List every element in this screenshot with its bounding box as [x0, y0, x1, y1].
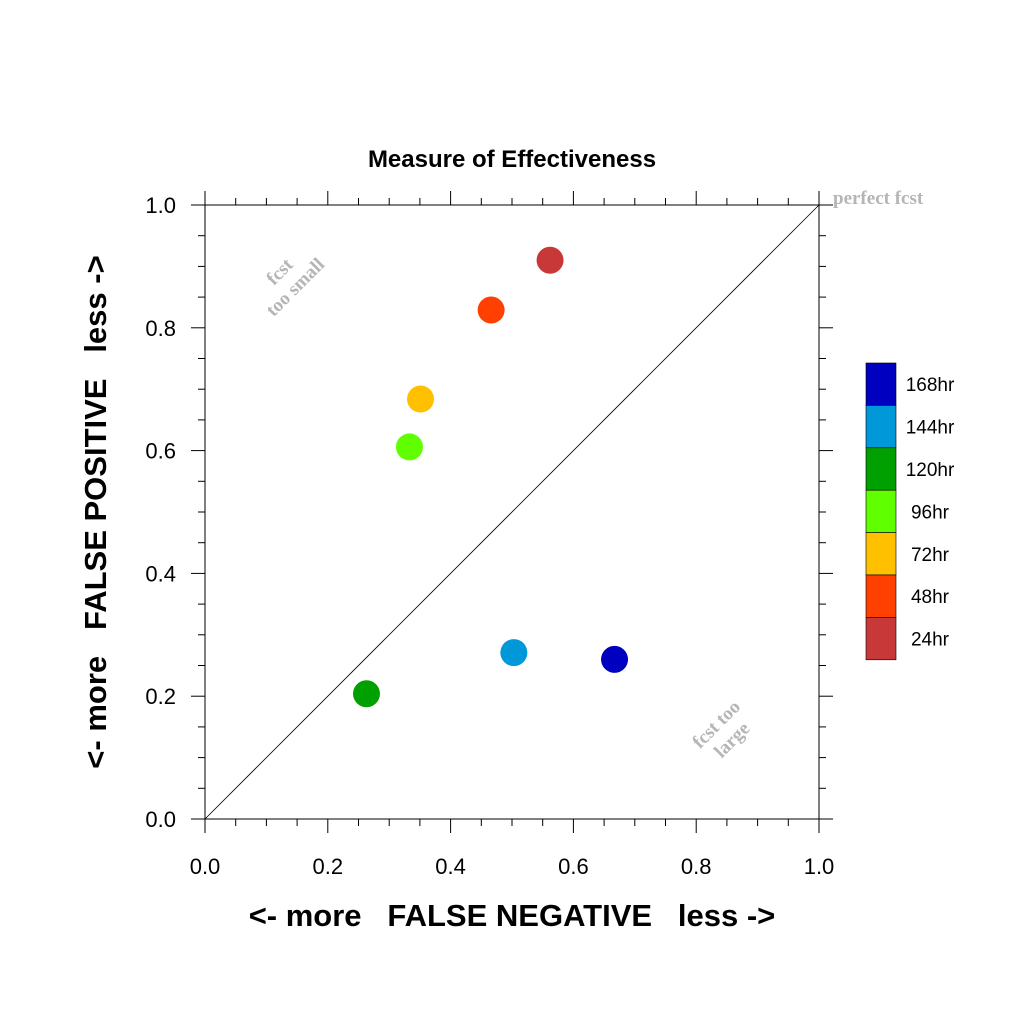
- point-120hr: [352, 680, 380, 708]
- legend-swatch-144hr: [865, 405, 897, 449]
- legend-swatch-24hr: [865, 617, 897, 661]
- x-tick-label: 0.8: [681, 854, 712, 879]
- point-96hr: [395, 433, 423, 461]
- perfect-fcst-annotation: perfect fcst: [833, 188, 924, 209]
- y-tick-labels: 0.0 0.2 0.4 0.6 0.8 1.0: [145, 193, 176, 832]
- point-72hr: [407, 385, 435, 413]
- legend-swatch-120hr: [865, 447, 897, 491]
- point-168hr: [601, 645, 629, 673]
- x-tick-label: 0.0: [190, 854, 221, 879]
- diagonal-reference-line: [204, 204, 820, 820]
- data-points: [352, 246, 629, 708]
- legend-swatch-72hr: [865, 532, 897, 576]
- legend-label-96hr: 96hr: [911, 502, 950, 523]
- x-tick-label: 0.2: [313, 854, 344, 879]
- axis-ticks: [191, 191, 833, 833]
- y-tick-label: 0.0: [145, 807, 176, 832]
- legend-swatch-48hr: [865, 574, 897, 618]
- point-144hr: [500, 639, 528, 667]
- x-tick-label: 0.4: [435, 854, 466, 879]
- legend-label-24hr: 24hr: [911, 630, 950, 651]
- legend-label-120hr: 120hr: [906, 460, 955, 481]
- legend-swatch-168hr: [865, 362, 897, 406]
- x-tick-labels: 0.0 0.2 0.4 0.6 0.8 1.0: [190, 854, 835, 879]
- point-48hr: [477, 296, 505, 324]
- too-small-annotation: fcst too small: [262, 254, 329, 321]
- y-tick-label: 0.6: [145, 439, 176, 464]
- y-tick-label: 0.4: [145, 561, 176, 586]
- too-large-annotation: fcst too large: [689, 697, 755, 763]
- legend-label-168hr: 168hr: [906, 375, 955, 396]
- chart-title: Measure of Effectiveness: [368, 146, 656, 173]
- x-axis-label: <- more FALSE NEGATIVE less ->: [249, 898, 776, 933]
- legend-label-48hr: 48hr: [911, 587, 950, 608]
- point-24hr: [536, 246, 564, 274]
- x-tick-label: 0.6: [558, 854, 589, 879]
- legend: 168hr 144hr 120hr 96hr 72hr 48hr 24hr: [865, 362, 955, 661]
- y-tick-label: 1.0: [145, 193, 176, 218]
- y-axis-label: <- more FALSE POSITIVE less ->: [78, 255, 113, 768]
- legend-label-72hr: 72hr: [911, 545, 950, 566]
- legend-label-144hr: 144hr: [906, 418, 955, 439]
- y-tick-label: 0.8: [145, 316, 176, 341]
- x-tick-label: 1.0: [804, 854, 835, 879]
- legend-swatch-96hr: [865, 489, 897, 533]
- y-tick-label: 0.2: [145, 684, 176, 709]
